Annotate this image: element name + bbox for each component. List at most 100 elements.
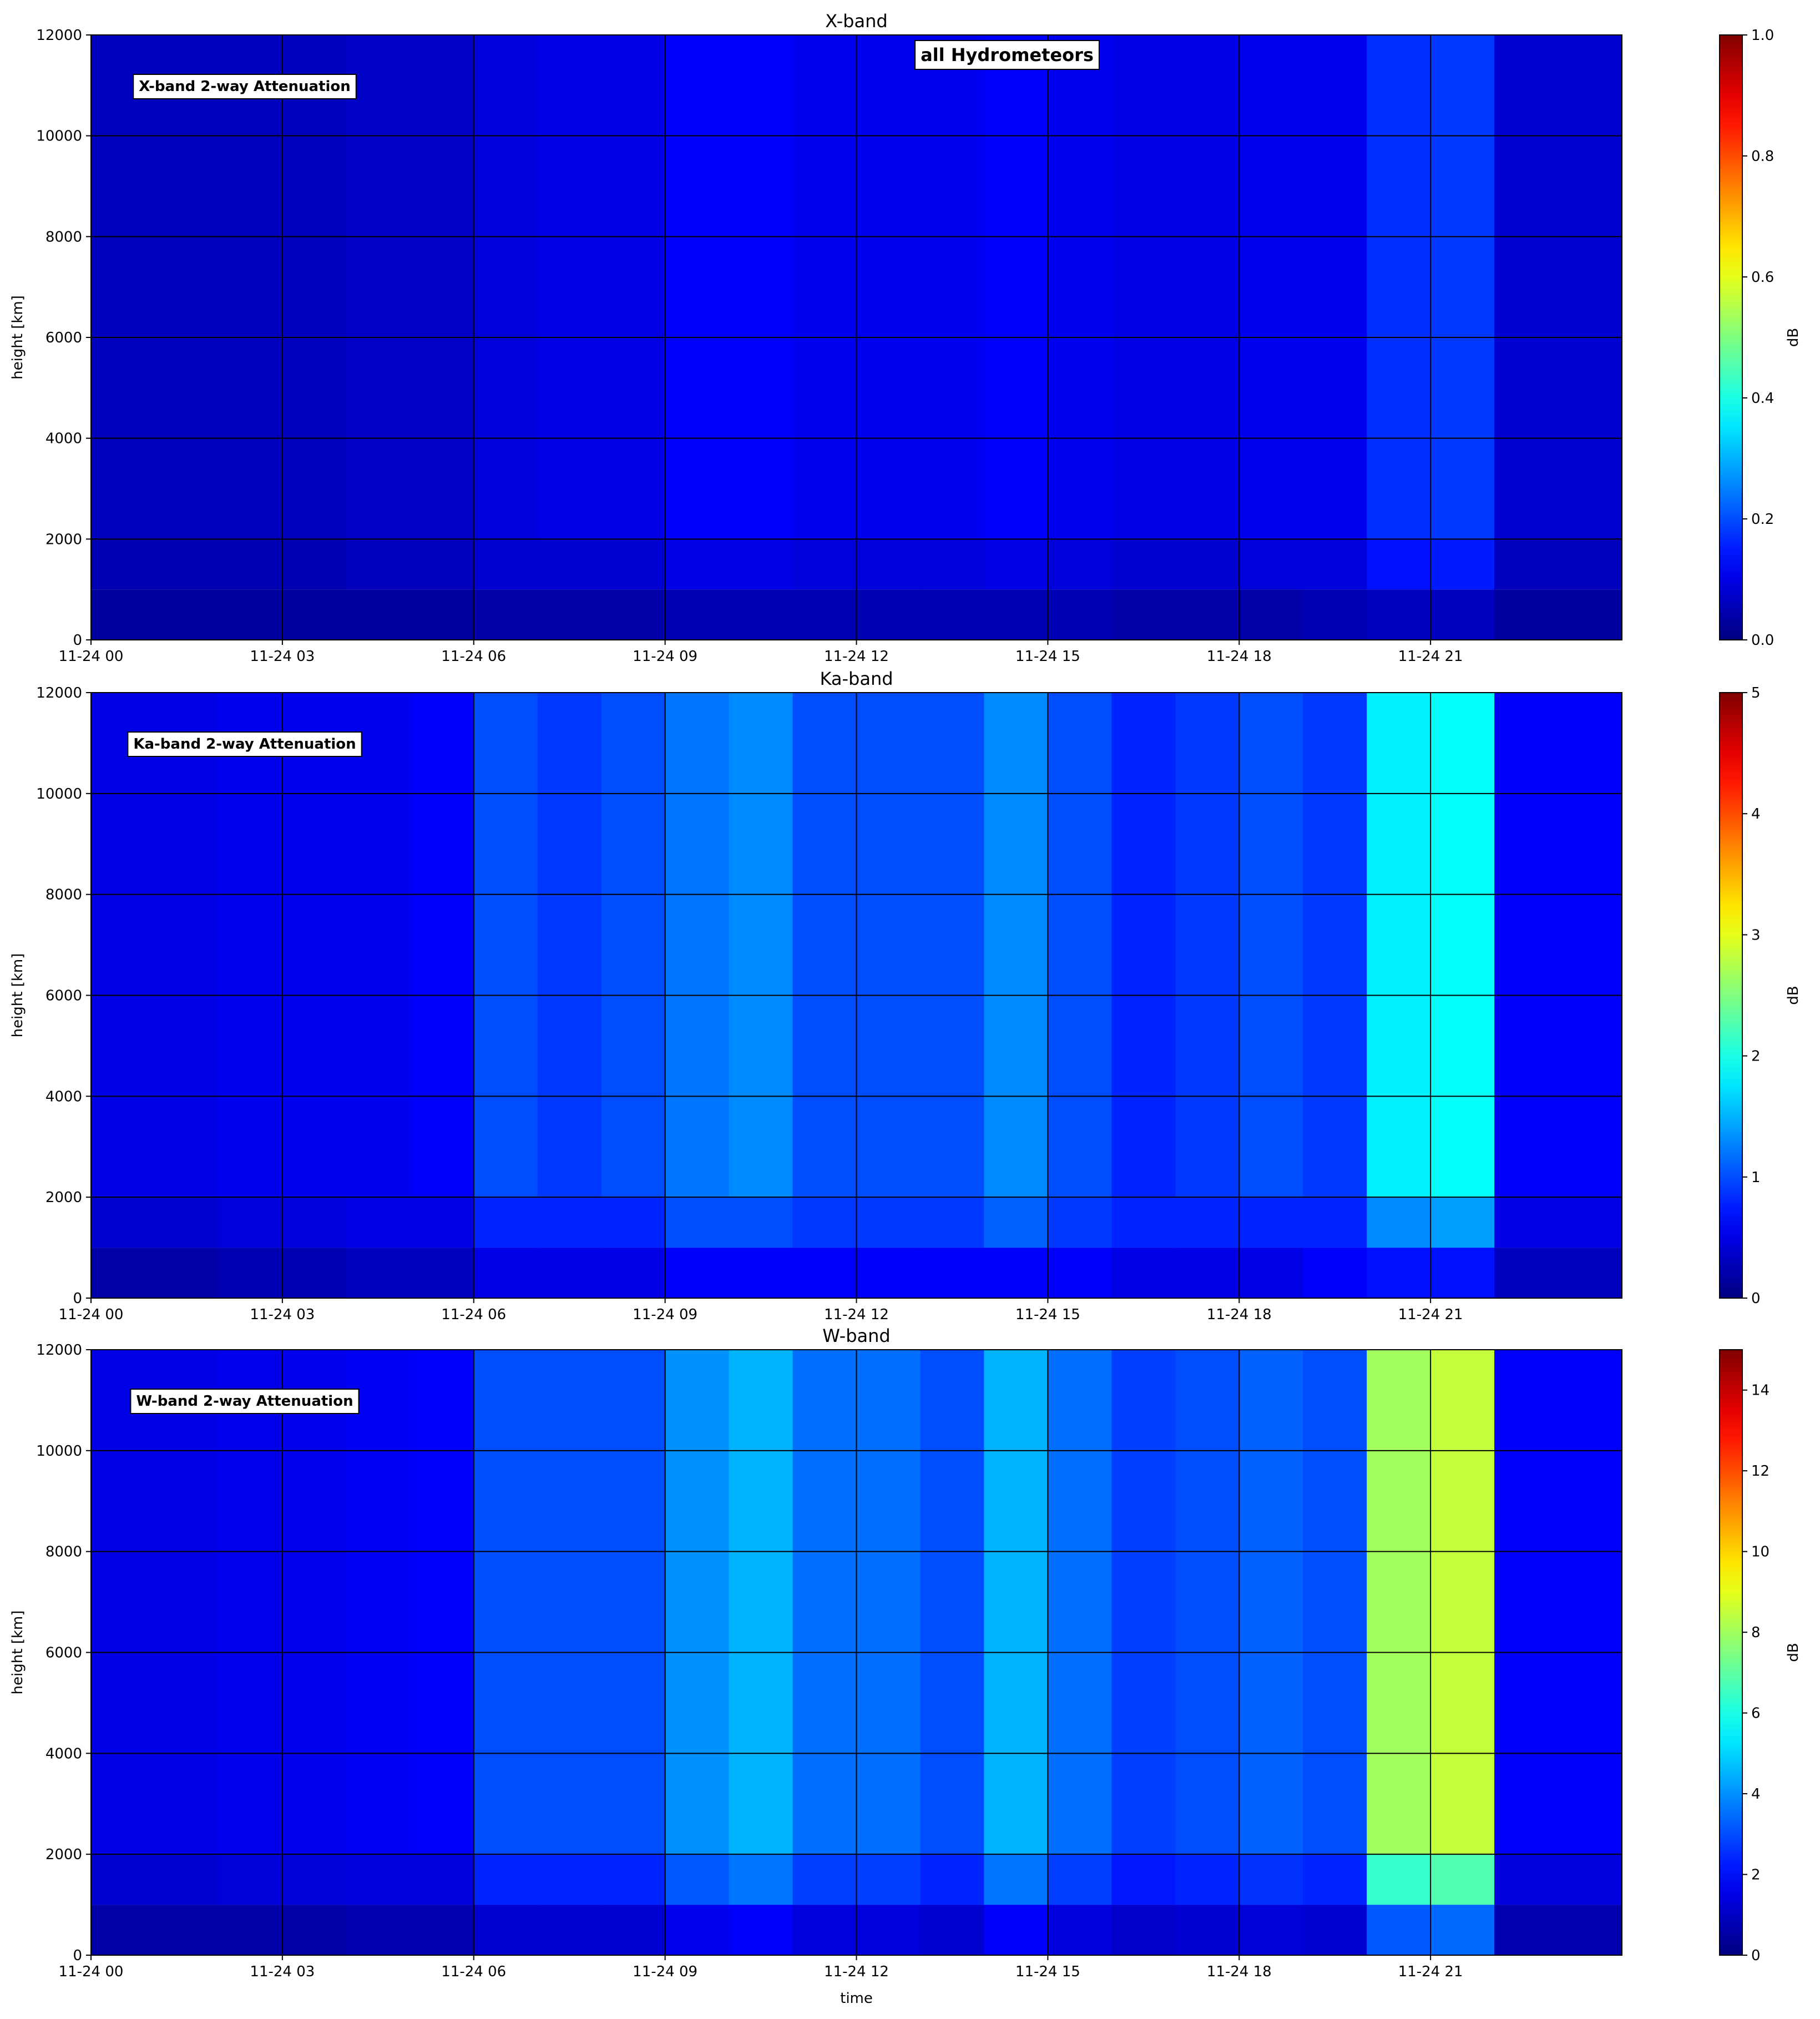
heatmap-cell: [282, 35, 347, 539]
x-tick-label: 11-24 09: [633, 1306, 697, 1323]
panel-title: W-band: [822, 1325, 890, 1346]
heatmap-cell: [792, 539, 857, 590]
heatmap-cell: [665, 589, 730, 640]
heatmap-cell: [1111, 693, 1176, 1198]
y-axis-label: height [km]: [9, 1611, 26, 1695]
y-tick-label: 8000: [46, 229, 82, 245]
colorbar-tick-label: 1: [1751, 1169, 1761, 1186]
heatmap-cell: [1303, 539, 1367, 590]
heatmap-cell: [346, 1350, 411, 1855]
heatmap-cell: [282, 1854, 347, 1905]
heatmap-cell: [1430, 1905, 1495, 1955]
heatmap-cell: [154, 1350, 219, 1855]
x-tick-label: 11-24 18: [1207, 1964, 1272, 1980]
y-tick-label: 12000: [36, 685, 82, 701]
heatmap-cell: [1048, 1197, 1112, 1248]
heatmap-cell: [792, 589, 857, 640]
x-tick-label: 11-24 06: [441, 1306, 506, 1323]
heatmap-cell: [473, 1197, 538, 1248]
colorbar-label: dB: [1785, 328, 1802, 347]
heatmap-cell: [984, 1350, 1048, 1855]
colorbar: [1719, 692, 1743, 1299]
heatmap-cell: [665, 539, 730, 590]
x-tick-label: 11-24 00: [59, 1306, 124, 1323]
heatmap-cell: [154, 1248, 219, 1298]
colorbar-tick-label: 2: [1751, 1048, 1761, 1065]
heatmap-cell: [537, 1350, 602, 1855]
y-tick-label: 12000: [36, 27, 82, 44]
annotation-box: [130, 1389, 360, 1414]
colorbar-tick-label: 12: [1751, 1463, 1770, 1480]
heatmap-cell: [91, 1854, 155, 1905]
heatmap-cell: [1048, 1248, 1112, 1298]
heatmap-cell: [473, 589, 538, 640]
x-tick-label: 11-24 00: [59, 648, 124, 665]
heatmap-cell: [1430, 1197, 1495, 1248]
heatmap-cell: [537, 1905, 602, 1955]
colorbar-label: dB: [1785, 1643, 1802, 1662]
heatmap-cell: [729, 1905, 793, 1955]
heatmap-cell: [1048, 1905, 1112, 1955]
heatmap-cell: [792, 1197, 857, 1248]
heatmap-cell: [410, 589, 474, 640]
colorbar-tick-label: 10: [1751, 1544, 1770, 1561]
heatmap-cell: [1367, 35, 1431, 539]
heatmap-cell: [984, 539, 1048, 590]
heatmap-cell: [1558, 539, 1622, 590]
heatmap-cell: [91, 589, 155, 640]
heatmap-cell: [537, 1854, 602, 1905]
heatmap-cell: [91, 693, 155, 1198]
colorbar-tick-label: 4: [1751, 806, 1761, 822]
heatmap-cell: [473, 35, 538, 539]
panel-title: X-band: [825, 11, 887, 32]
heatmap-cell: [218, 589, 283, 640]
heatmap-cell: [410, 1905, 474, 1955]
heatmap-cell: [1303, 1905, 1367, 1955]
heatmap-cell: [91, 1905, 155, 1955]
heatmap-cell: [537, 539, 602, 590]
heatmap-cell: [218, 693, 283, 1198]
heatmap-cell: [218, 1854, 283, 1905]
heatmap-cell: [856, 589, 921, 640]
heatmap-cell: [665, 1854, 730, 1905]
heatmap-cell: [473, 1350, 538, 1855]
heatmap-cell: [856, 1350, 921, 1855]
x-tick-label: 11-24 03: [250, 1306, 315, 1323]
y-tick-label: 0: [73, 1290, 82, 1307]
heatmap-cell: [1239, 1350, 1303, 1855]
heatmap-cell: [1239, 1197, 1303, 1248]
heatmap-cell: [792, 35, 857, 539]
x-tick-label: 11-24 12: [824, 1306, 889, 1323]
heatmap-cell: [920, 1197, 984, 1248]
colorbar-tick-label: 0: [1751, 1947, 1761, 1964]
heatmap-cell: [1303, 1350, 1367, 1855]
heatmap-cell: [218, 1350, 283, 1855]
x-tick-label: 11-24 12: [824, 1964, 889, 1980]
heatmap-cell: [601, 589, 666, 640]
y-tick-label: 12000: [36, 1342, 82, 1359]
heatmap-cell: [920, 1350, 984, 1855]
heatmap-cell: [984, 589, 1048, 640]
y-axis-label: height [km]: [9, 295, 26, 380]
heatmap-cell: [1111, 1905, 1176, 1955]
heatmap-cell: [346, 539, 411, 590]
heatmap-cell: [792, 1854, 857, 1905]
heatmap-cell: [218, 1197, 283, 1248]
heatmap-cell: [410, 1197, 474, 1248]
heatmap-cell: [1367, 1197, 1431, 1248]
heatmap-cell: [473, 693, 538, 1198]
heatmap-cell: [984, 693, 1048, 1198]
colorbar-tick-label: 5: [1751, 685, 1761, 701]
heatmap-cell: [1175, 1854, 1240, 1905]
heatmap-cell: [410, 1248, 474, 1298]
heatmap-cell: [601, 1350, 666, 1855]
y-tick-label: 0: [73, 632, 82, 649]
x-tick-label: 11-24 18: [1207, 648, 1272, 665]
x-tick-label: 11-24 15: [1015, 1306, 1080, 1323]
heatmap-cell: [1111, 1854, 1176, 1905]
annotation: all Hydrometeors: [921, 44, 1094, 65]
heatmap-cell: [1367, 1854, 1431, 1905]
colorbar-tick-label: 0: [1751, 1290, 1761, 1307]
x-tick-label: 11-24 09: [633, 1964, 697, 1980]
heatmap-cell: [1175, 589, 1240, 640]
